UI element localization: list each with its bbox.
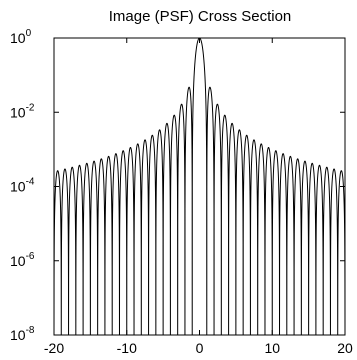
y-tick-label: 100 <box>10 28 32 46</box>
x-tick-label: -10 <box>117 340 137 356</box>
x-tick-label: 10 <box>264 340 280 356</box>
series-line-0 <box>54 38 345 335</box>
ticks-layer: -20 -10 0 10 20 10-8 10-6 10-4 10-2 100 <box>10 28 353 356</box>
x-tick-label: 0 <box>196 340 204 356</box>
series-layer <box>54 38 345 335</box>
y-tick-label: 10-8 <box>10 325 35 343</box>
y-tick-label: 10-2 <box>10 102 35 120</box>
chart-title: Image (PSF) Cross Section <box>109 8 292 25</box>
y-tick-label: 10-4 <box>10 177 35 195</box>
y-tick-label: 10-6 <box>10 251 35 269</box>
x-tick-label: -20 <box>44 340 64 356</box>
x-tick-label: 20 <box>337 340 353 356</box>
